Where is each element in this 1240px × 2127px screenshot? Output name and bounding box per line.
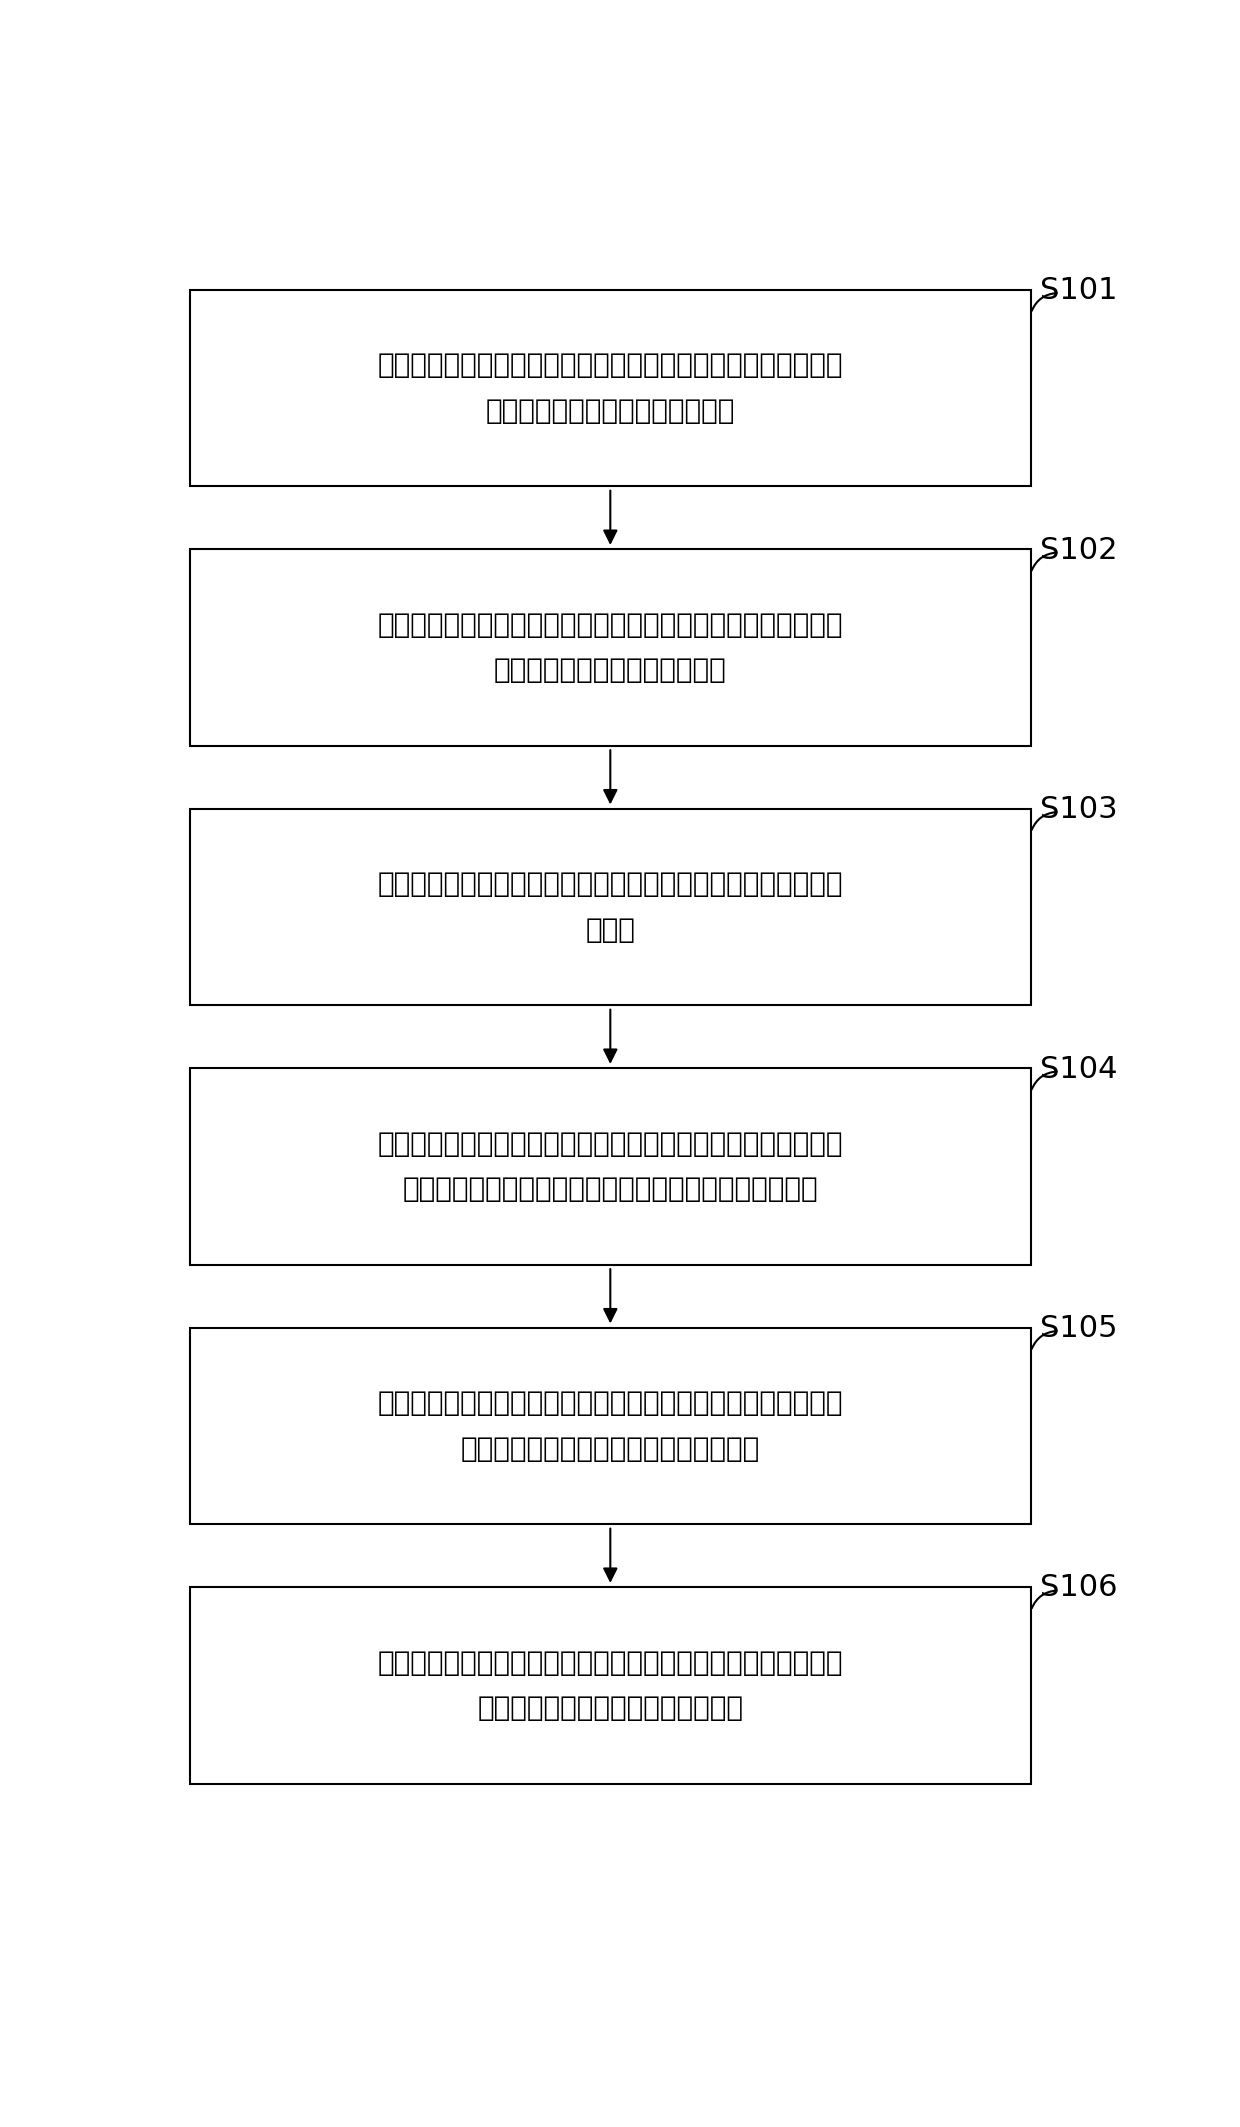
Bar [190,549,1030,747]
Bar [190,289,1030,487]
Text: 根据所述最终汽油油量、发动机转速和需求扭矩确定柴油最小预
喷油量: 根据所述最终汽油油量、发动机转速和需求扭矩确定柴油最小预 喷油量 [377,870,843,944]
Text: S105: S105 [1040,1314,1117,1342]
Text: 判断所述柴油总预喷油量是否小于所述柴油最小预喷油量，如果
是，则将所述柴油最小预喷油量作为所述柴油总预喷油量: 判断所述柴油总预喷油量是否小于所述柴油最小预喷油量，如果 是，则将所述柴油最小预… [377,1129,843,1204]
Text: S104: S104 [1040,1055,1117,1083]
Text: S101: S101 [1040,277,1117,304]
Text: 如果是，则将所述柴油总油量最为最终预喷柴油量，否则将所述
柴油总预喷油量作为最终预喷柴油量: 如果是，则将所述柴油总油量最为最终预喷柴油量，否则将所述 柴油总预喷油量作为最终… [377,1648,843,1723]
Text: S106: S106 [1040,1574,1117,1602]
Bar [190,1587,1030,1785]
Bar [190,1068,1030,1266]
Text: S102: S102 [1040,536,1117,564]
Text: S103: S103 [1040,795,1117,823]
Text: 判断柴油总油量与喷油器针阀在开启和关闭过程中所喷射的最小
油量的差值是否小于所述柴油总预喷油量: 判断柴油总油量与喷油器针阀在开启和关闭过程中所喷射的最小 油量的差值是否小于所述… [377,1389,843,1463]
Text: 当所述双燃料发动机工作在双燃料模式时，根据发动机水温和最
终汽油油量得到柴油预喷基本油量: 当所述双燃料发动机工作在双燃料模式时，根据发动机水温和最 终汽油油量得到柴油预喷… [377,351,843,425]
Text: 根据缸内温度、大气压力和发动机水温对所述柴油预喷基本油量
进行修正，得到柴油总预喷油量: 根据缸内温度、大气压力和发动机水温对所述柴油预喷基本油量 进行修正，得到柴油总预… [377,610,843,685]
Bar [190,1327,1030,1525]
Bar [190,808,1030,1006]
